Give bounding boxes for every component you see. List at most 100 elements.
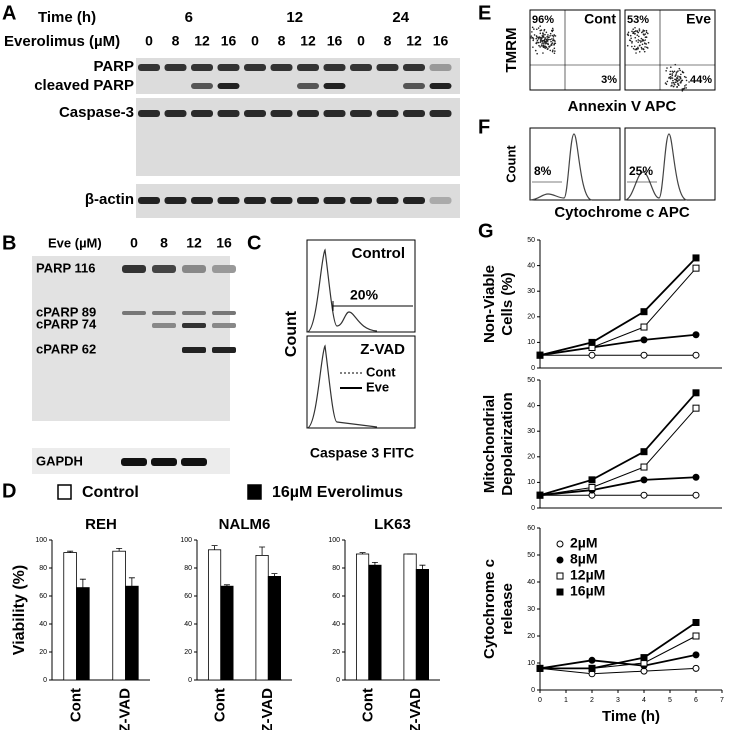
event bbox=[550, 40, 552, 43]
event bbox=[632, 28, 635, 30]
y-tick-label: 20 bbox=[527, 454, 535, 461]
marker bbox=[692, 254, 700, 262]
y-tick-label: 50 bbox=[527, 237, 535, 244]
panel-letter: E bbox=[478, 2, 491, 24]
histogram bbox=[529, 133, 593, 201]
dose-label: 16 bbox=[327, 33, 343, 49]
event bbox=[679, 69, 681, 72]
event bbox=[677, 82, 679, 85]
band-label: PARP bbox=[93, 58, 134, 75]
band bbox=[217, 110, 240, 117]
band bbox=[212, 347, 236, 353]
event bbox=[544, 38, 546, 40]
series-line bbox=[539, 407, 697, 496]
bar bbox=[368, 564, 382, 681]
band bbox=[297, 83, 319, 89]
event bbox=[678, 67, 681, 70]
event bbox=[644, 36, 647, 38]
event bbox=[551, 38, 553, 40]
legend-label: Eve bbox=[366, 379, 389, 394]
band bbox=[323, 197, 346, 204]
band bbox=[429, 197, 452, 204]
y-tick-label: 80 bbox=[184, 565, 192, 572]
bar bbox=[76, 587, 90, 681]
bar bbox=[403, 553, 417, 681]
event bbox=[680, 73, 682, 76]
event bbox=[537, 41, 540, 44]
event bbox=[641, 39, 644, 41]
bar bbox=[207, 549, 222, 681]
error-bar bbox=[419, 564, 426, 570]
band bbox=[152, 265, 176, 273]
band bbox=[429, 83, 452, 89]
dose-label: 8 bbox=[160, 235, 168, 251]
event bbox=[677, 70, 679, 72]
event bbox=[672, 79, 674, 82]
dose-label: 12 bbox=[300, 33, 316, 49]
event bbox=[535, 42, 538, 45]
band bbox=[270, 64, 293, 71]
bar bbox=[220, 585, 234, 681]
event bbox=[643, 30, 646, 32]
event bbox=[551, 27, 554, 30]
event bbox=[542, 39, 545, 42]
event bbox=[669, 73, 671, 76]
marker bbox=[536, 351, 544, 359]
event bbox=[539, 29, 542, 32]
error-bar bbox=[67, 550, 74, 553]
event bbox=[685, 87, 688, 89]
band bbox=[270, 110, 293, 117]
event bbox=[533, 28, 535, 30]
x-tick-label: Cont bbox=[212, 688, 229, 722]
event bbox=[645, 29, 648, 32]
bar bbox=[125, 585, 139, 681]
band bbox=[182, 323, 206, 328]
error-bar bbox=[211, 545, 218, 550]
event bbox=[546, 39, 549, 42]
y-tick-label: 100 bbox=[180, 537, 192, 544]
legend-label: 16µM bbox=[570, 583, 605, 599]
event bbox=[681, 90, 684, 92]
marker bbox=[640, 654, 648, 662]
marker bbox=[692, 651, 700, 659]
event bbox=[637, 31, 640, 34]
band bbox=[323, 83, 346, 89]
legend-label: 2µM bbox=[570, 535, 598, 551]
legend-marker bbox=[556, 588, 564, 596]
error-bar bbox=[223, 584, 230, 587]
plot-label: Z-VAD bbox=[360, 341, 405, 358]
event bbox=[535, 35, 538, 37]
event bbox=[675, 81, 677, 84]
panel-letter: D bbox=[2, 480, 16, 502]
axis-label: Annexin V APC bbox=[568, 98, 677, 115]
band bbox=[212, 265, 236, 273]
event bbox=[553, 34, 555, 37]
marker bbox=[692, 632, 700, 640]
series-line bbox=[539, 392, 697, 497]
event bbox=[669, 75, 672, 78]
y-tick-label: 20 bbox=[184, 649, 192, 656]
x-tick-label: Z-VAD bbox=[116, 688, 133, 730]
event bbox=[542, 42, 544, 44]
plot-frame bbox=[529, 9, 621, 91]
plot-frame bbox=[306, 239, 416, 333]
band bbox=[403, 83, 425, 89]
series-line bbox=[539, 667, 697, 675]
band bbox=[217, 64, 240, 71]
event bbox=[547, 47, 549, 50]
event bbox=[539, 46, 541, 48]
chart-title: LK63 bbox=[374, 516, 411, 533]
band bbox=[212, 311, 236, 315]
event bbox=[531, 26, 534, 29]
event bbox=[634, 26, 636, 29]
y-tick-label: 60 bbox=[332, 593, 340, 600]
y-tick-label: 20 bbox=[332, 649, 340, 656]
event bbox=[638, 28, 641, 30]
x-tick-label: 0 bbox=[538, 697, 542, 704]
event bbox=[534, 49, 537, 52]
plot-label: Cont bbox=[584, 11, 616, 27]
event bbox=[541, 35, 544, 38]
event bbox=[640, 37, 643, 40]
event bbox=[552, 35, 555, 38]
event bbox=[681, 71, 684, 74]
